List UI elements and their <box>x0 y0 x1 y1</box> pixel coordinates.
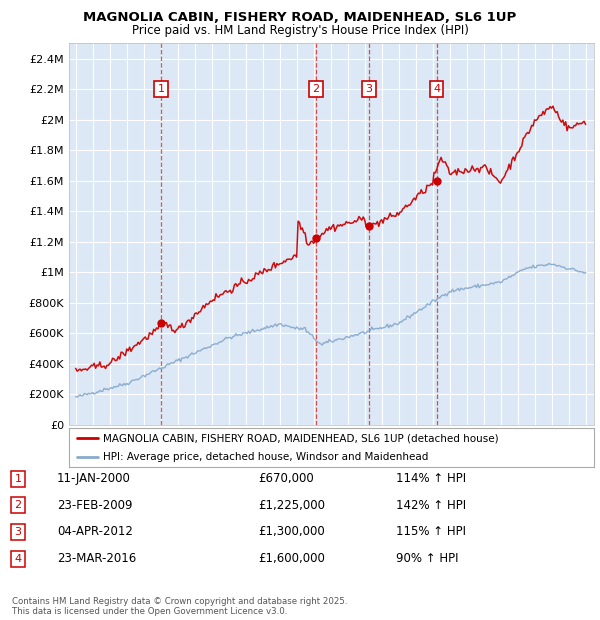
Text: £1,300,000: £1,300,000 <box>258 526 325 538</box>
Text: 2: 2 <box>14 500 22 510</box>
Text: 114% ↑ HPI: 114% ↑ HPI <box>396 472 466 485</box>
Text: 4: 4 <box>433 84 440 94</box>
Text: 1: 1 <box>158 84 165 94</box>
Text: MAGNOLIA CABIN, FISHERY ROAD, MAIDENHEAD, SL6 1UP (detached house): MAGNOLIA CABIN, FISHERY ROAD, MAIDENHEAD… <box>103 433 499 443</box>
Text: 23-MAR-2016: 23-MAR-2016 <box>57 552 136 565</box>
Text: 142% ↑ HPI: 142% ↑ HPI <box>396 499 466 511</box>
Text: 90% ↑ HPI: 90% ↑ HPI <box>396 552 458 565</box>
Text: £1,600,000: £1,600,000 <box>258 552 325 565</box>
Text: 1: 1 <box>14 474 22 484</box>
Text: Price paid vs. HM Land Registry's House Price Index (HPI): Price paid vs. HM Land Registry's House … <box>131 24 469 37</box>
Text: 23-FEB-2009: 23-FEB-2009 <box>57 499 133 511</box>
Text: MAGNOLIA CABIN, FISHERY ROAD, MAIDENHEAD, SL6 1UP: MAGNOLIA CABIN, FISHERY ROAD, MAIDENHEAD… <box>83 11 517 24</box>
Text: £670,000: £670,000 <box>258 472 314 485</box>
Text: 2: 2 <box>313 84 320 94</box>
Text: 11-JAN-2000: 11-JAN-2000 <box>57 472 131 485</box>
Text: 04-APR-2012: 04-APR-2012 <box>57 526 133 538</box>
Text: 4: 4 <box>14 554 22 564</box>
Text: 3: 3 <box>14 527 22 537</box>
Text: 3: 3 <box>365 84 373 94</box>
Text: £1,225,000: £1,225,000 <box>258 499 325 511</box>
Text: 115% ↑ HPI: 115% ↑ HPI <box>396 526 466 538</box>
Text: Contains HM Land Registry data © Crown copyright and database right 2025.
This d: Contains HM Land Registry data © Crown c… <box>12 597 347 616</box>
Text: HPI: Average price, detached house, Windsor and Maidenhead: HPI: Average price, detached house, Wind… <box>103 452 428 463</box>
